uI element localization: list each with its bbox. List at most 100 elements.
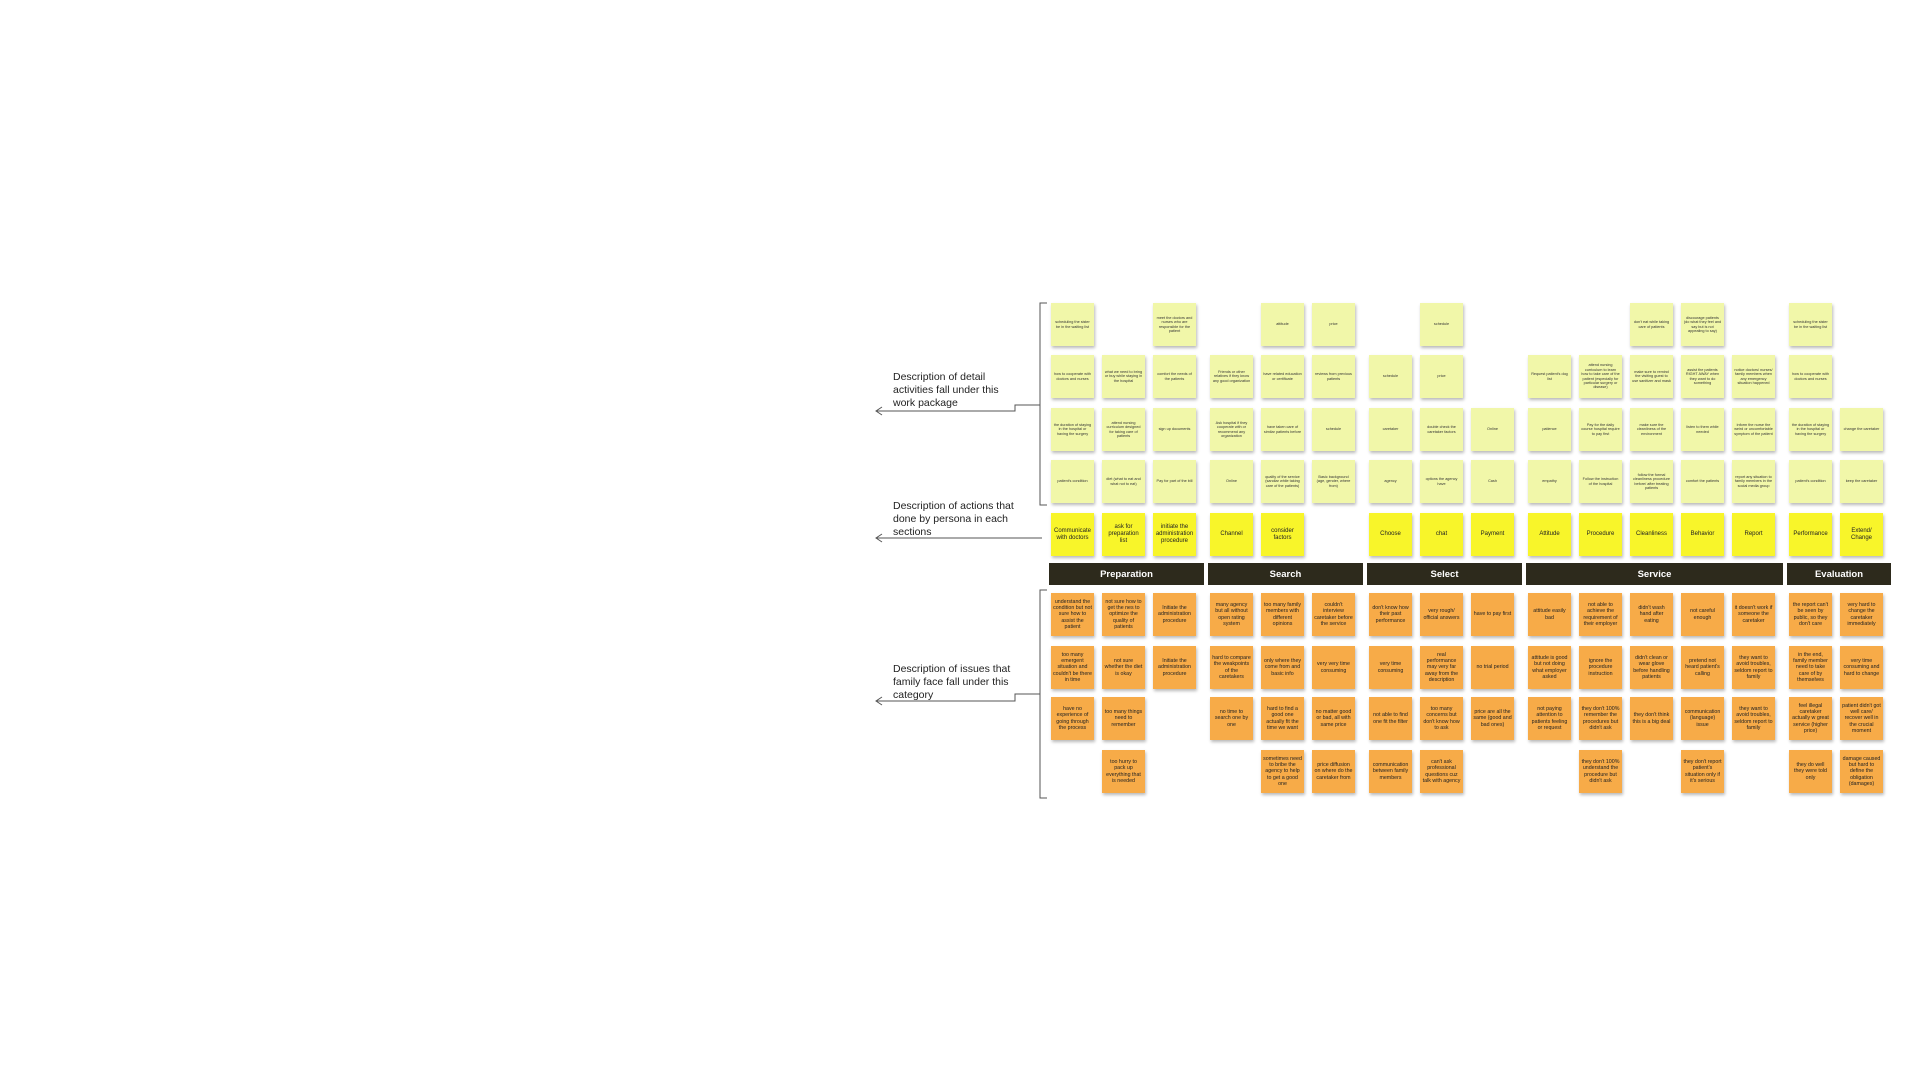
- detail-note: schedule: [1312, 408, 1355, 451]
- detail-note: Friends or other relatives if they know …: [1210, 355, 1253, 398]
- detail-note: notice doctors/ nurses/ family members w…: [1732, 355, 1775, 398]
- issue-note: didn't clean or wear glove before handli…: [1630, 646, 1673, 689]
- detail-note: meet the doctors and nurses who are resp…: [1153, 303, 1196, 346]
- detail-note: quality of the service (sandiar while ta…: [1261, 460, 1304, 503]
- detail-note: change the caretaker: [1840, 408, 1883, 451]
- detail-note: caretaker: [1369, 408, 1412, 451]
- detail-note: Online: [1210, 460, 1253, 503]
- issue-note: many agency but all without open rating …: [1210, 593, 1253, 636]
- issue-note: very hard to change the caretaker immedi…: [1840, 593, 1883, 636]
- issue-note: very rough/ official answers: [1420, 593, 1463, 636]
- detail-note: inform the nurse the weird or uncomforta…: [1732, 408, 1775, 451]
- action-note: Attitude: [1528, 513, 1571, 556]
- detail-note: price: [1420, 355, 1463, 398]
- issue-note: couldn't interview caretaker before the …: [1312, 593, 1355, 636]
- label-persona-actions: Description of actions that done by pers…: [893, 500, 1023, 539]
- issue-note: they do well they were told only: [1789, 750, 1832, 793]
- detail-note: comfort the patients: [1681, 460, 1724, 503]
- issue-note: not sure whether the diet is okay: [1102, 646, 1145, 689]
- detail-note: diet (what to eat and what not to eat): [1102, 460, 1145, 503]
- section-header-search: Search: [1208, 563, 1363, 585]
- issue-note: too many things need to remember: [1102, 697, 1145, 740]
- detail-bracket: [1040, 303, 1047, 505]
- issue-note: too many concerns but don't know how to …: [1420, 697, 1463, 740]
- detail-note: double check the caretaker factors: [1420, 408, 1463, 451]
- detail-note: Online: [1471, 408, 1514, 451]
- detail-note: agency: [1369, 460, 1412, 503]
- detail-note: report any situation to family members i…: [1732, 460, 1775, 503]
- issue-note: understand the condition but not sure ho…: [1051, 593, 1094, 636]
- issue-note: real performance may very far away from …: [1420, 646, 1463, 689]
- issue-note: they want to avoid troubles, seldom repo…: [1732, 697, 1775, 740]
- label-detail-activities: Description of detail activities fall un…: [893, 371, 1023, 410]
- action-note: Procedure: [1579, 513, 1622, 556]
- detail-note: make sure the cleanliness of the environ…: [1630, 408, 1673, 451]
- detail-note: how to cooperate with doctors and nurses: [1051, 355, 1094, 398]
- detail-note: how to cooperate with doctors and nurses: [1789, 355, 1832, 398]
- issue-note: Initiate the administration procedure: [1153, 646, 1196, 689]
- issue-note: not able to achieve the requirement of t…: [1579, 593, 1622, 636]
- issue-note: communication (language) issue: [1681, 697, 1724, 740]
- detail-note: Pay for the daily course hospital requir…: [1579, 408, 1622, 451]
- issue-note: they don't think this is a big deal: [1630, 697, 1673, 740]
- issue-note: didn't wash hand after eating: [1630, 593, 1673, 636]
- issue-note: communication between family members: [1369, 750, 1412, 793]
- issue-note: Initiate the administration procedure: [1153, 593, 1196, 636]
- issue-note: they don't 100% remember the procedures …: [1579, 697, 1622, 740]
- issue-note: can't ask professional questions cuz tal…: [1420, 750, 1463, 793]
- detail-note: attend nursing curriculum to learn how t…: [1579, 355, 1622, 398]
- detail-note: patient's condition: [1789, 460, 1832, 503]
- issue-note: price diffusion on where do the caretake…: [1312, 750, 1355, 793]
- detail-note: Cash: [1471, 460, 1514, 503]
- detail-note: attitude: [1261, 303, 1304, 346]
- issue-note: not paying attention to patients feeling…: [1528, 697, 1571, 740]
- issue-note: hard to compare the weakpoints of the ca…: [1210, 646, 1253, 689]
- section-header-service: Service: [1526, 563, 1783, 585]
- issue-note: damage caused but hard to define the obl…: [1840, 750, 1883, 793]
- action-note: Extend/ Change: [1840, 513, 1883, 556]
- issue-note: the report can't be seen by public, so t…: [1789, 593, 1832, 636]
- detail-note: follow the formal cleanliness procedure …: [1630, 460, 1673, 503]
- issue-note: ignore the procedure instruction: [1579, 646, 1622, 689]
- issue-note: not able to find one fit the filter: [1369, 697, 1412, 740]
- detail-note: patient's condition: [1051, 460, 1094, 503]
- issue-note: no time to search one by one: [1210, 697, 1253, 740]
- issue-note: very time consuming and hard to change: [1840, 646, 1883, 689]
- issue-note: very very time consuming: [1312, 646, 1355, 689]
- detail-note: assist the patients RIGHT AWAY when they…: [1681, 355, 1724, 398]
- issue-note: patient didn't got well care/ recover we…: [1840, 697, 1883, 740]
- action-note: Behavior: [1681, 513, 1724, 556]
- detail-note: schedule: [1369, 355, 1412, 398]
- issue-note: very time consuming: [1369, 646, 1412, 689]
- issue-note: pretend not heard patient's calling: [1681, 646, 1724, 689]
- detail-note: have taken care of similar patients befo…: [1261, 408, 1304, 451]
- detail-note: keep the caretaker: [1840, 460, 1883, 503]
- action-note: chat: [1420, 513, 1463, 556]
- issue-note: not sure how to get the nes to optimize …: [1102, 593, 1145, 636]
- detail-note: price: [1312, 303, 1355, 346]
- detail-note: comfort the needs of the patients: [1153, 355, 1196, 398]
- detail-note: listen to them while needed: [1681, 408, 1724, 451]
- issue-note: attitude easily bad: [1528, 593, 1571, 636]
- issue-note: not careful enough: [1681, 593, 1724, 636]
- issue-note: sometimes need to bribe the agency to he…: [1261, 750, 1304, 793]
- issue-note: have to pay first: [1471, 593, 1514, 636]
- detail-note: make sure to remind the visiting guest t…: [1630, 355, 1673, 398]
- issue-note: price are all the same (good and bad one…: [1471, 697, 1514, 740]
- detail-note: don't eat while taking care of patients: [1630, 303, 1673, 346]
- action-note: Payment: [1471, 513, 1514, 556]
- action-note: Communicate with doctors: [1051, 513, 1094, 556]
- issue-note: feel illegal caretaker actually w great …: [1789, 697, 1832, 740]
- detail-note: Follow the instruction of the hospital: [1579, 460, 1622, 503]
- detail-note: what we need to bring or buy while stayi…: [1102, 355, 1145, 398]
- detail-note: patience: [1528, 408, 1571, 451]
- issue-note: they don't 100% understand the procedure…: [1579, 750, 1622, 793]
- issue-note: in the end, family member need to take c…: [1789, 646, 1832, 689]
- issue-note: hard to find a good one actually fit the…: [1261, 697, 1304, 740]
- detail-note: sign up documents: [1153, 408, 1196, 451]
- detail-note: Basic background (age, gender, where fro…: [1312, 460, 1355, 503]
- detail-note: options the agency have: [1420, 460, 1463, 503]
- detail-note: have related education or certificate: [1261, 355, 1304, 398]
- section-header-preparation: Preparation: [1049, 563, 1204, 585]
- issue-note: they don't report patient's situation on…: [1681, 750, 1724, 793]
